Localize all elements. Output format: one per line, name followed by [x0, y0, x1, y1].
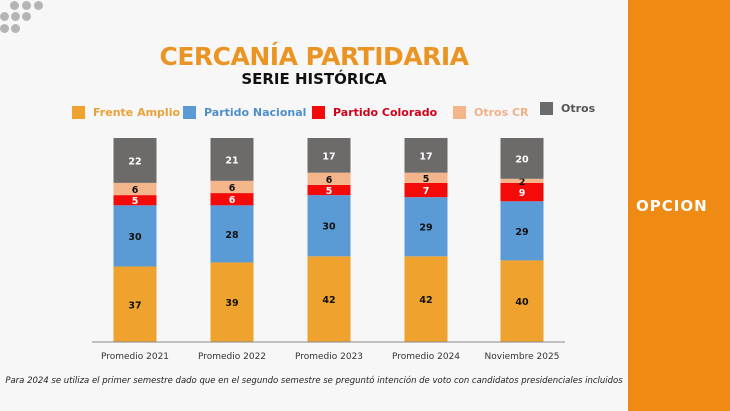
- data-label: 40: [515, 297, 529, 308]
- data-label: 22: [128, 156, 141, 167]
- legend-label: Partido Nacional: [204, 106, 307, 119]
- data-label: 6: [229, 195, 236, 206]
- bar-segment: [113, 138, 157, 183]
- bar-segment: [113, 266, 157, 342]
- bar-segment: [307, 172, 351, 185]
- data-label: 20: [515, 154, 529, 165]
- x-tick-label: Noviembre 2025: [485, 352, 560, 362]
- bar-segment: [500, 201, 544, 261]
- chart-title: CERCANÍA PARTIDARIA: [159, 42, 469, 71]
- data-label: 7: [423, 186, 430, 197]
- bar-segment: [500, 178, 544, 183]
- bar-segment: [307, 184, 351, 196]
- data-label: 6: [229, 183, 236, 194]
- legend-item: Frente Amplio: [72, 106, 180, 119]
- data-label: 6: [132, 185, 139, 196]
- legend-item: Otros: [540, 102, 595, 115]
- data-label: 29: [515, 227, 528, 238]
- bar-segment: [113, 195, 157, 206]
- bar-segment: [307, 138, 351, 173]
- x-tick-label: Promedio 2022: [198, 352, 266, 362]
- data-label: 42: [419, 295, 432, 306]
- data-label: 6: [326, 175, 333, 186]
- legend-item: Otros CR: [453, 106, 529, 119]
- data-label: 37: [128, 300, 141, 311]
- bar-segment: [500, 260, 544, 342]
- data-label: 29: [419, 223, 432, 234]
- bar-segment: [404, 197, 448, 257]
- bar-segment: [404, 138, 448, 173]
- bar-segment: [307, 256, 351, 342]
- bar-segment: [404, 172, 448, 183]
- bar-segment: [113, 182, 157, 196]
- legend-swatch: [183, 106, 196, 119]
- x-tick-label: Promedio 2024: [392, 352, 460, 362]
- brand-panel: [628, 0, 730, 411]
- bar-segment: [113, 205, 157, 267]
- data-label: 5: [326, 186, 333, 197]
- bar-segment: [307, 195, 351, 257]
- legend-label: Frente Amplio: [93, 106, 181, 119]
- data-label: 21: [225, 155, 238, 166]
- bar-segment: [404, 182, 448, 198]
- data-label: 39: [225, 298, 238, 309]
- x-tick-label: Promedio 2021: [101, 352, 169, 362]
- x-tick-label: Promedio 2023: [295, 352, 363, 362]
- legend-swatch: [540, 102, 553, 115]
- data-label: 28: [225, 230, 239, 241]
- legend-swatch: [312, 106, 325, 119]
- bar-segment: [210, 180, 254, 194]
- chart-subtitle: SERIE HISTÓRICA: [241, 70, 387, 88]
- legend-label: Otros CR: [474, 106, 529, 119]
- data-label: 9: [519, 188, 526, 199]
- data-label: 2: [519, 177, 526, 188]
- data-label: 30: [128, 232, 142, 243]
- data-label: 5: [423, 174, 430, 185]
- legend-item: Partido Colorado: [312, 106, 437, 119]
- legend-label: Otros: [561, 102, 596, 115]
- legend-label: Partido Colorado: [333, 106, 438, 119]
- bar-segment: [500, 138, 544, 179]
- legend-swatch: [453, 106, 466, 119]
- bar-segment: [210, 262, 254, 342]
- data-label: 42: [322, 295, 335, 306]
- data-label: 30: [322, 222, 336, 233]
- bar-segment: [210, 205, 254, 263]
- opcion-logo: OPCION: [636, 197, 708, 215]
- footnote: Para 2024 se utiliza el primer semestre …: [5, 376, 623, 386]
- bar-segment: [500, 182, 544, 202]
- legend-item: Partido Nacional: [183, 106, 306, 119]
- data-label: 17: [322, 151, 335, 162]
- bar-segment: [210, 138, 254, 181]
- bar-segment: [210, 193, 254, 206]
- legend-swatch: [72, 106, 85, 119]
- bar-segment: [404, 256, 448, 342]
- data-label: 17: [419, 151, 432, 162]
- data-label: 5: [132, 196, 139, 207]
